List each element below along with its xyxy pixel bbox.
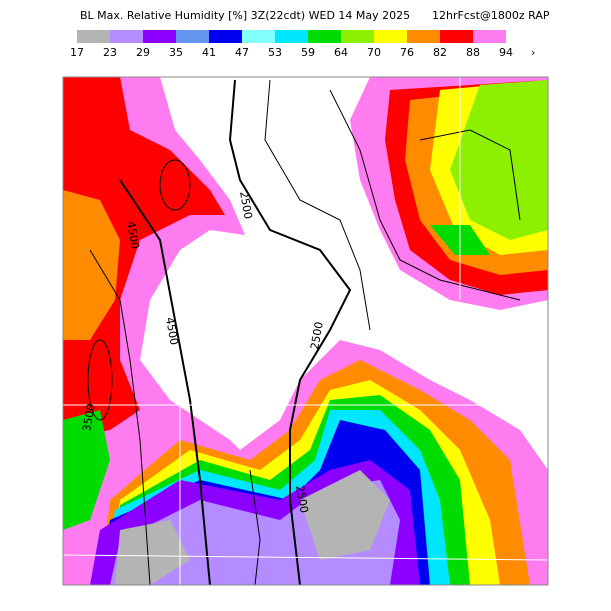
red-region	[63, 77, 225, 440]
source: 12hrFcst@1800z RAP	[432, 9, 550, 22]
lightgreen-region-ne	[450, 80, 548, 240]
legend-label: 47	[235, 46, 249, 59]
legend-swatch	[473, 30, 506, 43]
contour-line	[159, 159, 191, 211]
orange-region	[63, 190, 120, 340]
contour-line	[89, 249, 151, 586]
legend-swatch	[374, 30, 407, 43]
legend-label: 17	[70, 46, 84, 59]
legend-label: 53	[268, 46, 282, 59]
map	[62, 76, 549, 586]
legend-label: 88	[466, 46, 480, 59]
title: BL Max. Relative Humidity [%] 3Z(22cdt) …	[80, 9, 410, 22]
legend-label: 94	[499, 46, 513, 59]
legend-swatch	[440, 30, 473, 43]
legend-label: 29	[136, 46, 150, 59]
legend-swatch	[308, 30, 341, 43]
legend-swatch	[242, 30, 275, 43]
contour-label: 2500	[237, 190, 255, 220]
legend-swatch	[341, 30, 374, 43]
legend-label: 59	[301, 46, 315, 59]
contour-label: 4500	[124, 220, 142, 250]
legend-label: 41	[202, 46, 216, 59]
contour-label: 2500	[293, 484, 311, 514]
contour-line	[249, 469, 261, 586]
legend-label: 35	[169, 46, 183, 59]
legend-swatch	[176, 30, 209, 43]
legend-swatch	[77, 30, 110, 43]
contour-line	[264, 79, 371, 331]
contour-line	[228, 79, 352, 586]
legend-swatch	[110, 30, 143, 43]
gray-region	[300, 470, 390, 560]
contour-label: 4500	[163, 316, 181, 346]
map-frame	[62, 76, 549, 586]
legend: 17 23 29 35 41 47 53 59 64 70 76 82 88 94	[70, 30, 513, 59]
contour-line	[87, 339, 113, 421]
gray-region-2	[115, 520, 190, 585]
legend-label: 23	[103, 46, 117, 59]
contour-line	[119, 179, 211, 586]
contour-line	[419, 129, 521, 221]
legend-swatch	[209, 30, 242, 43]
contour-label: 2500	[308, 321, 326, 351]
legend-swatch	[407, 30, 440, 43]
legend-label: 64	[334, 46, 348, 59]
contour-label: 3500	[80, 403, 98, 433]
legend-label: 76	[400, 46, 414, 59]
legend-label: 70	[367, 46, 381, 59]
legend-more: ›	[531, 46, 535, 59]
legend-swatch	[275, 30, 308, 43]
green-region-left	[63, 410, 110, 530]
contour-line	[329, 89, 521, 301]
legend-swatch	[143, 30, 176, 43]
contour-labels: 2500 4500 4500 2500 2500 3500	[80, 190, 326, 514]
legend-label: 82	[433, 46, 447, 59]
border	[62, 554, 549, 561]
